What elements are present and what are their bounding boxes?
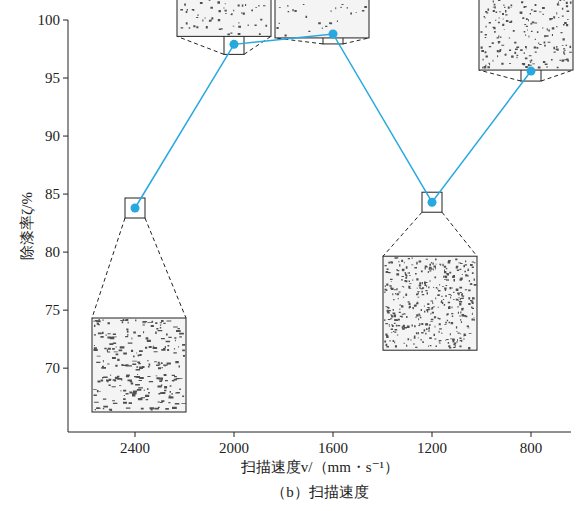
y-axis bbox=[68, 20, 69, 432]
x-tick bbox=[234, 432, 235, 437]
x-axis-title: 扫描速度v/（mm・s⁻¹） bbox=[240, 459, 399, 475]
y-tick bbox=[63, 368, 68, 369]
inset-texture bbox=[93, 319, 186, 411]
zoom-leader bbox=[177, 36, 224, 54]
x-tick-label: 2000 bbox=[219, 440, 249, 456]
x-tick-label: 800 bbox=[520, 440, 543, 456]
inset-texture bbox=[384, 257, 476, 349]
zoom-leader bbox=[145, 218, 186, 318]
y-tick bbox=[63, 20, 68, 21]
point bbox=[230, 40, 239, 49]
y-tick bbox=[63, 252, 68, 253]
y-tick bbox=[63, 194, 68, 195]
insets bbox=[92, 0, 573, 412]
zoom-leader bbox=[343, 38, 369, 44]
zoom-leader bbox=[442, 212, 477, 256]
y-tick-label: 80 bbox=[45, 244, 60, 260]
x-tick-label: 1600 bbox=[318, 440, 348, 456]
x-tick bbox=[333, 432, 334, 437]
subtitle: （b）扫描速度 bbox=[271, 484, 369, 500]
point bbox=[131, 204, 140, 213]
point bbox=[329, 29, 338, 38]
zoom-box bbox=[422, 192, 442, 212]
zoom-leader bbox=[541, 70, 573, 81]
x-tick-label: 1200 bbox=[417, 440, 447, 456]
chart: 70 75 80 85 90 95 100 2400 2000 1600 1200 800 扫描速度v/… bbox=[0, 0, 578, 511]
line bbox=[135, 34, 531, 208]
inset-texture bbox=[277, 0, 367, 37]
inset-texture bbox=[480, 0, 571, 69]
zoom-leader bbox=[92, 218, 125, 318]
x-tick bbox=[432, 432, 433, 437]
y-tick-label: 90 bbox=[45, 128, 60, 144]
y-tick bbox=[63, 78, 68, 79]
inset-image bbox=[177, 0, 271, 36]
inset-texture bbox=[179, 0, 269, 35]
x-tick bbox=[135, 432, 136, 437]
zoom-box bbox=[125, 198, 145, 218]
x-tick bbox=[531, 432, 532, 437]
inset-image bbox=[92, 318, 186, 412]
y-tick bbox=[63, 136, 68, 137]
zoom-leader bbox=[479, 70, 521, 81]
inset-image bbox=[383, 256, 477, 350]
y-tick bbox=[63, 310, 68, 311]
y-tick-label: 100 bbox=[38, 12, 61, 28]
x-axis bbox=[68, 432, 571, 433]
y-tick-label: 75 bbox=[45, 302, 60, 318]
y-tick-label: 95 bbox=[45, 70, 60, 86]
x-tick-label: 2400 bbox=[120, 440, 150, 456]
point bbox=[428, 198, 437, 207]
inset-image bbox=[275, 0, 369, 38]
inset-image bbox=[479, 0, 573, 70]
series bbox=[131, 29, 536, 212]
y-tick-label: 70 bbox=[45, 360, 60, 376]
point bbox=[527, 67, 536, 76]
zoom-leader bbox=[383, 212, 422, 256]
zoom-leader bbox=[244, 36, 271, 54]
y-tick-label: 85 bbox=[45, 186, 60, 202]
y-axis-title: 除漆率ζ/% bbox=[19, 192, 35, 260]
